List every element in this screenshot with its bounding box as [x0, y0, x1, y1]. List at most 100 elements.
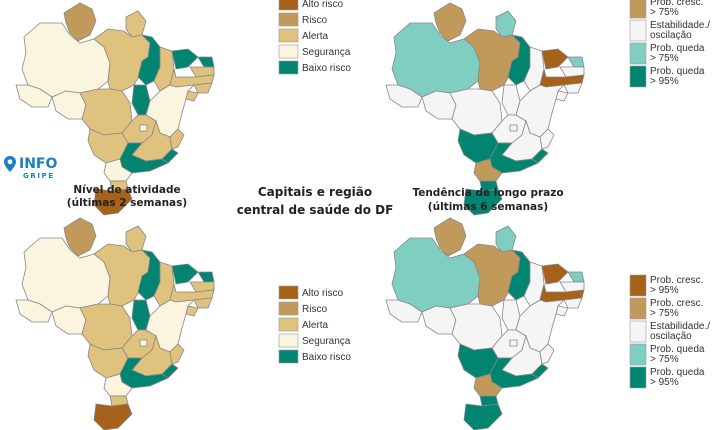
state-ce — [541, 48, 569, 70]
state-rr — [63, 217, 97, 257]
state-mt — [449, 88, 503, 136]
state-pr — [473, 373, 503, 397]
state-ap — [125, 10, 147, 38]
state-rn — [567, 271, 585, 283]
legend-label: Prob. cresc. — [650, 275, 703, 286]
state-es — [169, 343, 185, 365]
legend-label: Segurança — [302, 336, 351, 347]
legend-label: Risco — [302, 15, 327, 26]
legend-swatch — [278, 301, 299, 316]
trend-legend: Prob. cresc.> 95%Prob. cresc.> 75%Estabi… — [629, 274, 710, 389]
state-df — [509, 339, 518, 347]
state-es — [539, 343, 555, 365]
legend-swatch — [629, 0, 647, 19]
state-df — [139, 124, 148, 132]
legend-label: Baixo risco — [302, 352, 351, 363]
state-rn — [197, 56, 215, 68]
legend-swatch — [278, 28, 299, 43]
state-mt — [79, 303, 133, 351]
state-rr — [433, 217, 467, 257]
activity-map-subtitle: (últimas 2 semanas) — [67, 197, 187, 209]
legend-label: Alto risco — [302, 288, 344, 299]
state-rs — [93, 403, 133, 430]
state-ce — [171, 48, 199, 70]
legend-label: Prob. cresc. — [650, 298, 703, 309]
legend-swatch — [629, 297, 647, 320]
state-al — [193, 82, 213, 94]
legend-swatch — [278, 44, 299, 59]
activity-map — [15, 217, 215, 430]
legend-label: Estabilidade./ — [650, 321, 710, 332]
legend-swatch — [278, 12, 299, 27]
legend-swatch — [629, 274, 647, 297]
legend-label: Estabilidade./ — [650, 20, 710, 31]
state-ap — [495, 225, 517, 253]
legend-label: > 95% — [650, 285, 679, 296]
legend-swatch — [629, 366, 647, 389]
map-pin-icon — [4, 156, 16, 172]
state-rs — [463, 188, 503, 216]
legend-swatch — [278, 285, 299, 300]
state-pb — [189, 281, 215, 293]
legend-label: Prob. queda — [650, 367, 705, 378]
infogripe-logo: INFO GRIPE — [4, 156, 57, 180]
legend-label: Baixo risco — [302, 63, 351, 74]
state-df — [509, 124, 518, 132]
legend-swatch — [278, 349, 299, 364]
legend-label: Segurança — [302, 47, 351, 58]
legend-label: oscilação — [650, 331, 692, 342]
trend-map-title: Tendência de longo prazo — [412, 187, 563, 199]
legend-label: Prob. cresc. — [650, 0, 703, 8]
state-ce — [541, 263, 569, 285]
state-mt — [79, 88, 133, 136]
top-left-map — [15, 2, 215, 216]
legend-label: Prob. queda — [650, 344, 705, 355]
state-ap — [125, 225, 147, 253]
legend-swatch — [629, 42, 647, 65]
legend-swatch — [278, 60, 299, 75]
logo-name: INFO — [19, 156, 57, 172]
center-title-line1: Capitais e região — [258, 185, 372, 199]
state-rr — [433, 2, 467, 42]
state-am — [391, 22, 481, 98]
state-rs — [463, 403, 503, 430]
state-ac — [385, 299, 423, 323]
state-ac — [15, 84, 53, 108]
legend-swatch — [629, 65, 647, 88]
state-pr — [103, 373, 133, 397]
state-es — [169, 128, 185, 150]
state-es — [539, 128, 555, 150]
state-am — [391, 237, 481, 313]
state-rs — [93, 188, 133, 216]
legend-label: > 95% — [650, 377, 679, 388]
logo-sub: GRIPE — [23, 172, 55, 180]
legend-swatch — [278, 0, 299, 11]
state-rr — [63, 2, 97, 42]
legend-label: Risco — [302, 304, 327, 315]
legend-label: > 95% — [650, 76, 679, 87]
legend-swatch — [629, 343, 647, 366]
state-am — [21, 22, 111, 98]
state-df — [139, 339, 148, 347]
legend-label: > 75% — [650, 7, 679, 18]
legend-swatch — [629, 320, 647, 343]
legend-swatch — [278, 333, 299, 348]
legend-label: Alerta — [302, 320, 329, 331]
state-ac — [15, 299, 53, 323]
activity-map-title: Nível de atividade — [73, 184, 180, 196]
state-pr — [473, 158, 503, 182]
legend-swatch — [629, 19, 647, 42]
legend-swatch — [278, 317, 299, 332]
top-activity-legend: Alto risco Risco Alerta Segurança Baixo risc… — [278, 0, 351, 75]
state-mt — [449, 303, 503, 351]
state-rn — [197, 271, 215, 283]
legend-label: > 75% — [650, 53, 679, 64]
state-am — [21, 237, 111, 313]
top-right-map — [385, 2, 585, 216]
legend-label: oscilação — [650, 30, 692, 41]
trend-map-subtitle: (últimas 6 semanas) — [428, 201, 548, 213]
activity-legend: Alto risco Risco Alerta Segurança Baixo risc… — [278, 285, 351, 364]
state-rn — [567, 56, 585, 68]
legend-label: Prob. queda — [650, 66, 705, 77]
